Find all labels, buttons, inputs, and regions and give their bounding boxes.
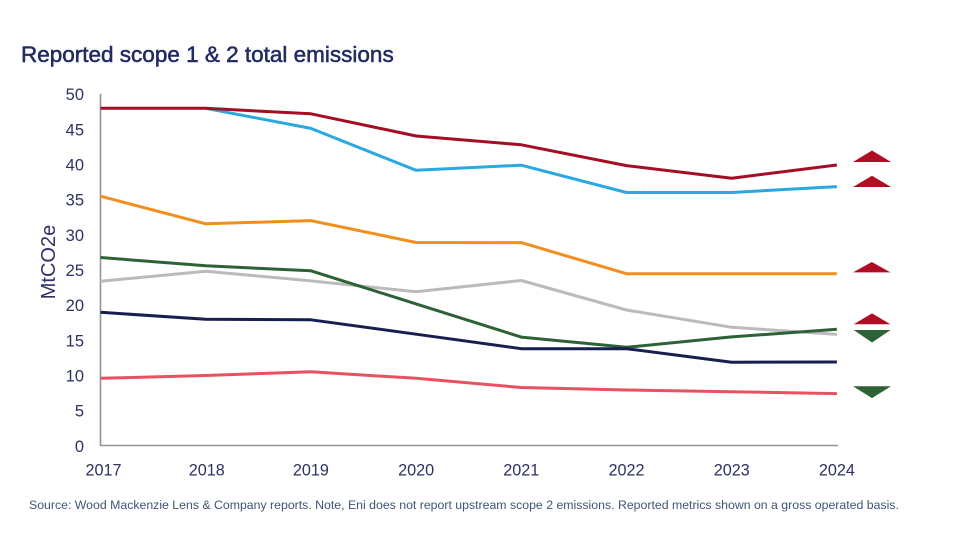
svg-text:40: 40: [66, 157, 84, 175]
svg-text:50: 50: [66, 86, 84, 104]
svg-text:Reported scope 1 & 2 total emi: Reported scope 1 & 2 total emissions: [21, 42, 394, 67]
svg-text:2020: 2020: [398, 462, 434, 480]
svg-text:5: 5: [75, 403, 84, 421]
svg-text:20: 20: [66, 297, 84, 315]
svg-text:2018: 2018: [189, 462, 225, 480]
svg-text:30: 30: [66, 227, 84, 245]
svg-text:25: 25: [66, 262, 84, 280]
svg-text:10: 10: [66, 368, 84, 386]
svg-text:2023: 2023: [714, 462, 750, 480]
svg-text:15: 15: [66, 332, 84, 350]
svg-text:2022: 2022: [608, 462, 644, 480]
svg-text:Source: Wood Mackenzie Lens &: Source: Wood Mackenzie Lens & Company re…: [29, 498, 899, 512]
svg-text:35: 35: [66, 192, 84, 210]
svg-text:45: 45: [66, 121, 84, 139]
svg-text:MtCO2e: MtCO2e: [38, 225, 60, 299]
svg-text:2019: 2019: [293, 462, 329, 480]
svg-text:2024: 2024: [819, 462, 855, 480]
svg-text:0: 0: [75, 438, 84, 456]
svg-text:2021: 2021: [503, 462, 539, 480]
svg-text:2017: 2017: [85, 462, 121, 480]
